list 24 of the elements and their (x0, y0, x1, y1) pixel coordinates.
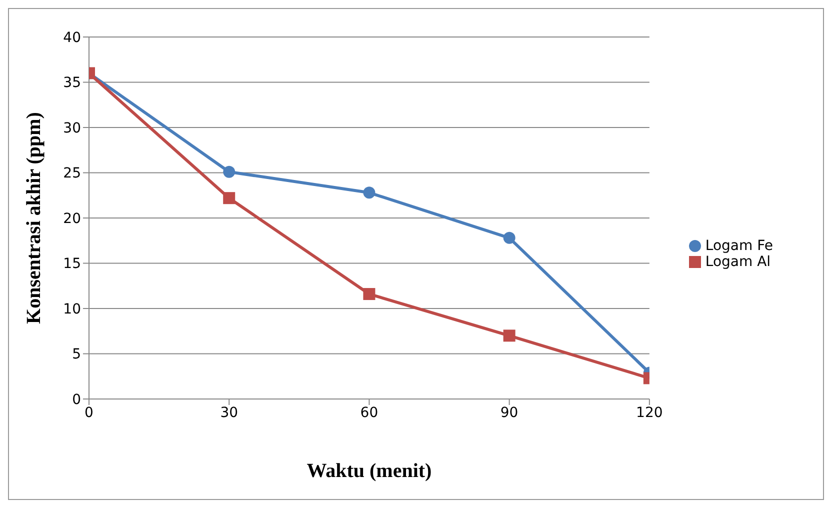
y-tick-label: 5 (72, 346, 81, 363)
y-tick-label: 15 (63, 256, 81, 272)
y-tick-label: 20 (63, 210, 81, 227)
y-axis-title: Konsentrasi akhir (ppm) (23, 112, 46, 324)
point (363, 186, 376, 199)
point (503, 330, 516, 342)
x-tick-label: 90 (500, 404, 518, 421)
point (503, 232, 516, 244)
x-tick-label: 0 (84, 404, 94, 421)
legend-label: Logam Fe (705, 238, 773, 254)
point (363, 288, 376, 300)
x-tick-label: 30 (220, 404, 238, 421)
x-axis-title: Waktu (menit) (306, 460, 432, 482)
y-tick-label: 25 (63, 166, 81, 182)
y-tick-label: 0 (72, 392, 81, 408)
y-tick-label: 40 (63, 30, 81, 46)
y-tick-label: 30 (63, 120, 81, 136)
y-tick-label: 10 (63, 301, 81, 318)
legend-label: Logam Al (705, 254, 771, 270)
point (223, 166, 236, 178)
x-tick-label: 120 (636, 404, 663, 421)
point (223, 192, 236, 204)
y-tick-label: 35 (63, 75, 81, 92)
x-tick-label: 60 (360, 404, 378, 421)
